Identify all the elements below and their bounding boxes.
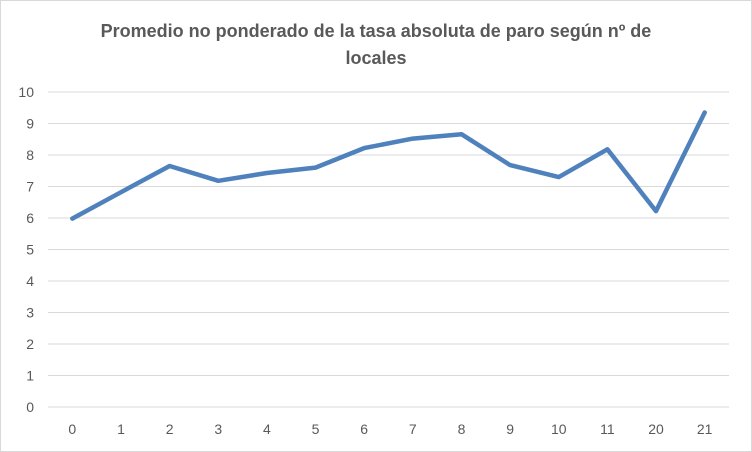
y-tick-label: 2 (26, 336, 34, 352)
x-tick-label: 4 (263, 421, 271, 437)
x-tick-label: 11 (600, 421, 615, 437)
y-tick-label: 0 (26, 399, 34, 415)
x-tick-label: 5 (312, 421, 320, 437)
y-tick-label: 1 (26, 368, 34, 384)
x-tick-label: 6 (360, 421, 368, 437)
y-tick-label: 5 (26, 242, 34, 258)
y-tick-label: 4 (26, 273, 34, 289)
y-tick-label: 6 (26, 210, 34, 226)
x-tick-label: 3 (214, 421, 222, 437)
y-tick-label: 7 (26, 179, 34, 195)
y-tick-label: 9 (26, 116, 34, 132)
series-group (70, 110, 707, 221)
y-tick-label: 8 (26, 147, 34, 163)
x-tick-label: 2 (166, 421, 174, 437)
x-tick-label: 21 (697, 421, 713, 437)
x-tick-label: 7 (409, 421, 417, 437)
chart-title: Promedio no ponderado de la tasa absolut… (100, 21, 652, 68)
y-tick-label: 3 (26, 305, 34, 321)
x-tick-label: 1 (117, 421, 125, 437)
series-line (70, 110, 707, 221)
x-tick-label: 0 (68, 421, 76, 437)
gridlines (48, 91, 729, 408)
x-tick-label: 10 (551, 421, 567, 437)
x-tick-label: 9 (506, 421, 514, 437)
y-axis-ticks: 0 1 2 3 4 5 6 7 8 9 10 (18, 84, 34, 415)
y-tick-label: 10 (18, 84, 34, 100)
x-tick-label: 20 (648, 421, 664, 437)
x-tick-label: 8 (458, 421, 466, 437)
x-axis-ticks: 0 1 2 3 4 5 6 7 8 9 10 11 20 21 (68, 421, 712, 437)
